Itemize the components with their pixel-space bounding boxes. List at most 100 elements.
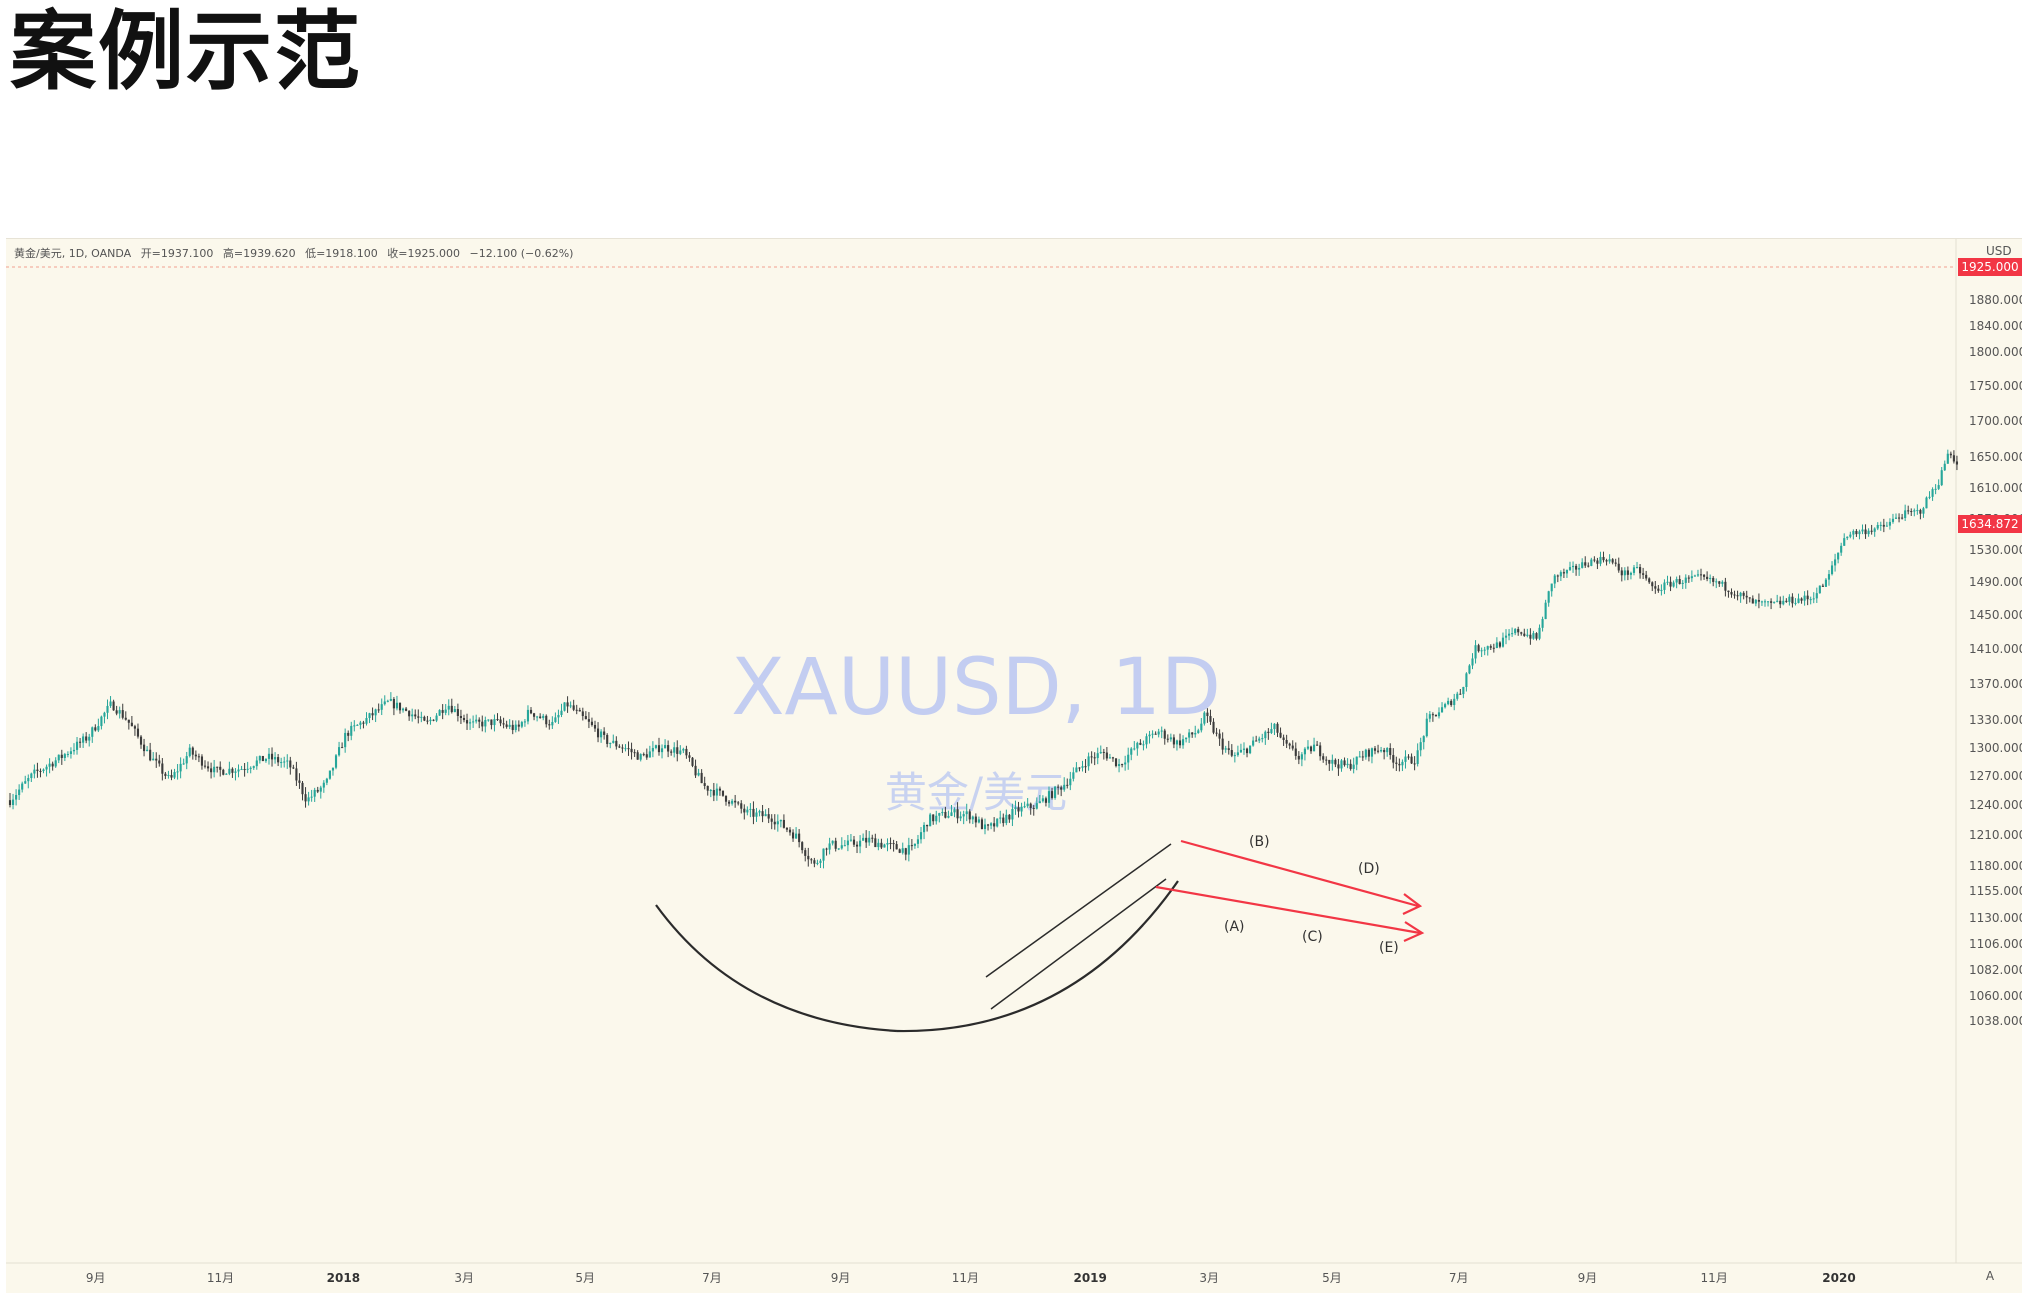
candle-body <box>1227 748 1230 751</box>
candle-body <box>1117 764 1121 767</box>
candle-body <box>322 782 325 788</box>
time-axis[interactable]: 9月 11月 2018 3月 5月 7月 9月 11月 2019 3月 5月 7月 9月 11月 2020 <box>86 1271 1856 1285</box>
candle-body <box>1879 524 1882 526</box>
candle-body <box>1584 562 1587 566</box>
candle-body <box>749 808 752 810</box>
candle-body <box>1922 508 1925 514</box>
candle-body <box>849 839 853 841</box>
candle-body <box>1102 751 1105 753</box>
candle-body <box>1888 521 1891 526</box>
candle-body <box>721 790 725 796</box>
candle-body <box>986 824 990 826</box>
price-tick-label: 1060.000 <box>1969 989 2022 1003</box>
candle-body <box>283 761 286 763</box>
triangle-upper-arrow[interactable] <box>1180 839 1419 908</box>
candle-body <box>63 754 66 759</box>
candle-body <box>1897 517 1901 519</box>
candle-body <box>1404 756 1407 762</box>
candle-body <box>319 787 322 792</box>
candle-body <box>1306 746 1310 749</box>
candle-body <box>130 722 133 727</box>
candle-body <box>1520 632 1523 634</box>
cup-curve-right[interactable] <box>896 880 1179 1033</box>
cup-curve-drawing[interactable] <box>655 904 898 1033</box>
candle-body <box>57 754 60 761</box>
candle-body <box>301 782 304 795</box>
candle-body <box>1843 538 1846 546</box>
channel-upper-line[interactable] <box>985 843 1172 978</box>
candle-body <box>1669 581 1672 587</box>
candle-body <box>152 758 155 761</box>
candle-body <box>877 842 880 848</box>
candle-body <box>941 811 944 814</box>
candle-body <box>822 848 825 861</box>
price-tick-label: 1038.000 <box>1969 1014 2022 1028</box>
candle-body <box>1562 572 1565 574</box>
candle-body <box>1794 602 1797 604</box>
candle-body <box>977 819 980 823</box>
candle-body <box>773 821 776 825</box>
candle-body <box>1035 803 1038 809</box>
triangle-lower-arrow[interactable] <box>1155 885 1421 935</box>
channel-lower-line[interactable] <box>990 878 1167 1010</box>
candle-body <box>1340 760 1343 769</box>
candle-body <box>1075 767 1078 773</box>
auto-scale-button[interactable]: A <box>1986 1269 1995 1283</box>
candle-body <box>932 814 935 822</box>
candle-body <box>1532 633 1535 639</box>
price-chart[interactable]: XAUUSD, 1D 黄金/美元 1880.000 1840.000 1800.00… <box>6 238 2022 1293</box>
candle-body <box>667 745 670 752</box>
candle-body <box>103 712 106 717</box>
candle-body <box>139 736 143 745</box>
candle-body <box>72 749 76 752</box>
candle-body <box>1687 577 1690 579</box>
candle-body <box>1425 718 1428 737</box>
candle-body <box>1255 740 1258 742</box>
candle-body <box>1434 714 1438 717</box>
candle-body <box>1565 569 1569 574</box>
candle-body <box>453 709 456 713</box>
candle-body <box>1108 757 1111 759</box>
candle-body <box>1730 592 1733 595</box>
candle-body <box>1236 752 1239 756</box>
candle-body <box>243 769 246 771</box>
candle-body <box>1401 761 1404 766</box>
candle-body <box>1050 791 1054 798</box>
candle-body <box>11 799 15 805</box>
candle-body <box>764 814 767 817</box>
candle-body <box>1489 646 1492 648</box>
candle-body <box>1337 764 1340 769</box>
candle-body <box>374 709 377 716</box>
candle-body <box>676 747 679 754</box>
candle-body <box>1291 745 1294 749</box>
candle-body <box>36 769 39 771</box>
candle-body <box>697 772 700 776</box>
candle-body <box>304 794 307 802</box>
candle-body <box>1221 738 1224 750</box>
candle-body <box>843 845 846 847</box>
candle-body <box>1197 730 1200 734</box>
candle-body <box>539 716 542 719</box>
price-axis[interactable]: 1880.000 1840.000 1800.000 1750.000 1700.000… <box>1969 293 2022 1028</box>
candle-body <box>270 753 274 760</box>
candle-body <box>1602 556 1605 561</box>
candle-body <box>1626 570 1629 575</box>
candle-body <box>1273 723 1276 730</box>
candle-body <box>828 843 831 850</box>
candle-body <box>664 745 667 749</box>
candle-body <box>1596 560 1599 564</box>
candle-body <box>651 747 654 752</box>
candle-body <box>469 722 472 724</box>
chart-canvas[interactable]: XAUUSD, 1D 黄金/美元 1880.000 1840.000 1800.00… <box>6 239 2022 1293</box>
candle-body <box>795 833 798 839</box>
candle-body <box>1907 510 1910 512</box>
candle-body <box>1821 585 1824 587</box>
candle-body <box>889 843 892 845</box>
candle-body <box>1827 574 1831 580</box>
candle-body <box>1218 733 1221 739</box>
candle-body <box>1504 635 1508 638</box>
price-tick-label: 1700.000 <box>1969 414 2022 428</box>
candle-body <box>27 778 30 782</box>
legend-low: 低=1918.100 <box>305 247 378 260</box>
candle-body <box>313 789 316 797</box>
